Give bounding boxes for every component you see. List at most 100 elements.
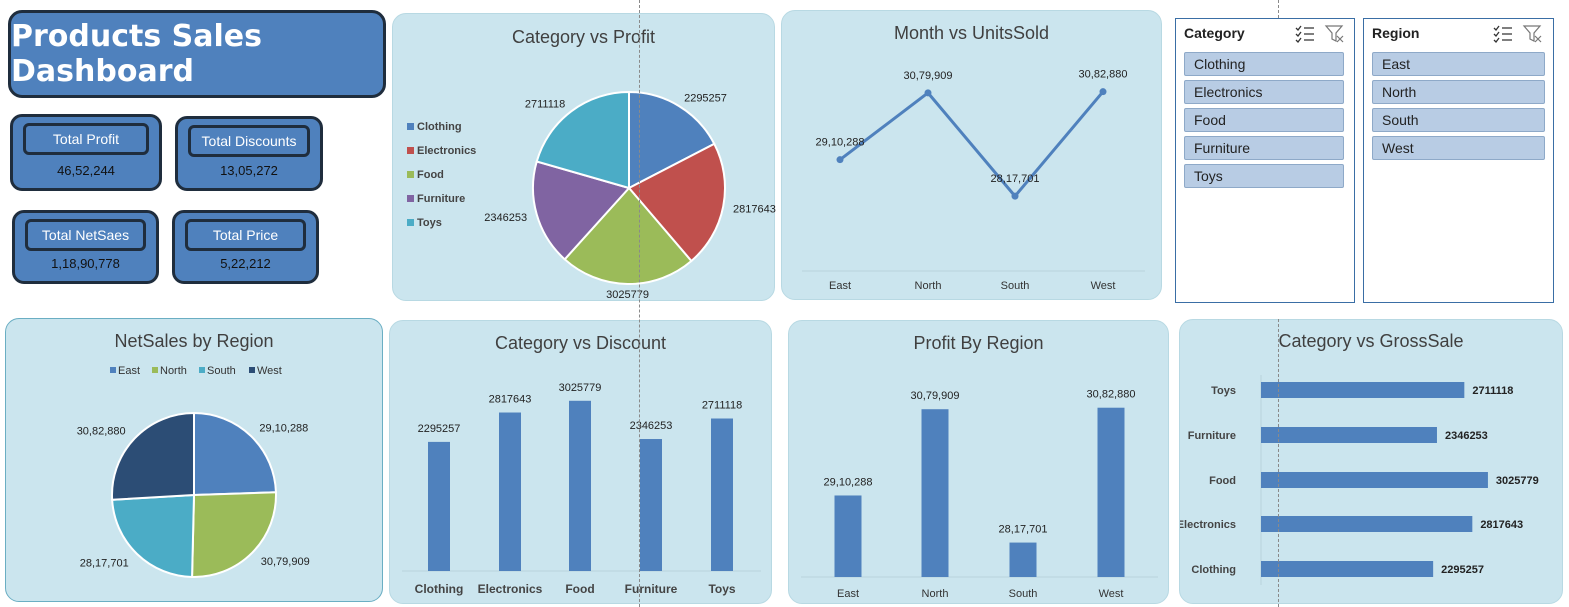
slicer-title: Category xyxy=(1184,25,1245,41)
chart-title: Category vs GrossSale xyxy=(1278,331,1464,351)
kpi-value: 1,18,90,778 xyxy=(51,256,120,271)
bar xyxy=(428,441,450,571)
legend-swatch xyxy=(110,367,116,373)
data-label: 2295257 xyxy=(1441,564,1484,576)
panel-category-vs-profit: Category vs Profit 2295257 2817643 3025779… xyxy=(392,13,776,301)
data-label: 2711118 xyxy=(702,399,742,411)
bar xyxy=(1097,407,1125,577)
kpi-label: Total Price xyxy=(185,219,306,251)
data-label: 2817643 xyxy=(733,203,776,215)
slicer-item-food[interactable]: Food xyxy=(1184,108,1344,132)
slicer-item-electronics[interactable]: Electronics xyxy=(1184,80,1344,104)
legend-label: Toys xyxy=(417,217,442,229)
pie-slice-north xyxy=(191,491,277,578)
multi-select-icon[interactable] xyxy=(1294,23,1316,45)
bar xyxy=(711,418,733,571)
month-vs-unitssold-chart: 29,10,288 East 30,79,909 North 28,17,701 Sout… xyxy=(802,69,1145,292)
slicer-item-east[interactable]: East xyxy=(1372,52,1545,76)
profit-by-region-chart: 29,10,288 30,79,909 28,17,701 30,82,880 East… xyxy=(801,389,1158,600)
x-tick-label: South xyxy=(1001,280,1030,292)
multi-select-icon[interactable] xyxy=(1492,23,1514,45)
bar xyxy=(1261,561,1434,577)
pie-slice-clothing xyxy=(628,90,716,190)
data-label: 30,82,880 xyxy=(1079,69,1128,81)
bar xyxy=(499,412,521,571)
kpi-total-netsales: Total NetSaes 1,18,90,778 xyxy=(12,210,159,284)
y-tick-label: Electronics xyxy=(1180,519,1236,531)
slicer-title: Region xyxy=(1372,25,1420,41)
chart-title: Profit By Region xyxy=(913,333,1044,353)
pie-slice-furniture xyxy=(532,160,631,261)
dashboard-title: Products Sales Dashboard xyxy=(11,19,262,89)
x-tick-label: North xyxy=(915,280,942,292)
page-break-line xyxy=(1278,0,1279,18)
y-tick-label: Toys xyxy=(1211,385,1236,397)
data-label: 2346253 xyxy=(484,212,527,224)
panel-category-vs-grosssale: Category vs GrossSale 2711118 Toys 2346253… xyxy=(1179,319,1563,604)
page-break-line xyxy=(1278,319,1279,607)
category-slicer[interactable]: Category Clothing Electronics Food Furni… xyxy=(1175,18,1355,303)
kpi-value: 5,22,212 xyxy=(220,256,271,271)
data-label: 30,79,909 xyxy=(904,70,953,82)
clear-filter-icon[interactable] xyxy=(1324,23,1346,45)
data-label: 28,17,701 xyxy=(80,558,129,570)
slicer-item-west[interactable]: West xyxy=(1372,136,1545,160)
legend-swatch xyxy=(407,147,414,154)
slicer-item-south[interactable]: South xyxy=(1372,108,1545,132)
line-point xyxy=(1099,88,1107,96)
category-vs-grosssale-chart: 2711118 Toys 2346253 Furniture 3025779 Food 28… xyxy=(1180,375,1539,585)
category-vs-discount-chart: 2295257 2817643 3025779 2346253 2711118 Cloth… xyxy=(402,382,761,596)
data-label: 2346253 xyxy=(1445,430,1488,442)
category-vs-profit-chart: 2295257 2817643 3025779 2346253 2711118 Cloth… xyxy=(407,90,776,301)
y-tick-label: Furniture xyxy=(1188,430,1236,442)
x-tick-label: West xyxy=(1099,588,1124,600)
page-break-line xyxy=(639,0,640,607)
chart-title: Month vs UnitsSold xyxy=(893,23,1050,43)
data-label: 29,10,288 xyxy=(824,476,873,488)
x-tick-label: Food xyxy=(565,582,594,596)
kpi-label: Total Discounts xyxy=(188,125,310,157)
y-tick-label: Clothing xyxy=(1191,564,1236,576)
y-tick-label: Food xyxy=(1209,475,1236,487)
kpi-label: Total NetSaes xyxy=(25,219,146,251)
legend-label: West xyxy=(257,365,282,377)
x-tick-label: East xyxy=(829,280,851,292)
slicer-item-toys[interactable]: Toys xyxy=(1184,164,1344,188)
bar xyxy=(834,495,862,577)
data-label: 3025779 xyxy=(559,382,602,394)
line-point xyxy=(836,156,844,164)
legend-swatch xyxy=(407,195,414,202)
x-tick-label: Toys xyxy=(708,582,735,596)
legend-swatch xyxy=(199,367,205,373)
series-line xyxy=(839,90,1105,199)
data-label: 2346253 xyxy=(630,420,673,432)
kpi-total-price: Total Price 5,22,212 xyxy=(172,210,319,284)
region-slicer[interactable]: Region East North South West xyxy=(1363,18,1554,303)
x-tick-label: Clothing xyxy=(415,582,464,596)
clear-filter-icon[interactable] xyxy=(1522,23,1544,45)
kpi-value: 46,52,244 xyxy=(57,163,115,178)
x-tick-label: West xyxy=(1091,280,1116,292)
x-tick-label: North xyxy=(922,588,949,600)
slicer-item-clothing[interactable]: Clothing xyxy=(1184,52,1344,76)
legend-label: Food xyxy=(417,169,444,181)
slicer-item-furniture[interactable]: Furniture xyxy=(1184,136,1344,160)
x-tick-label: Electronics xyxy=(478,582,543,596)
kpi-value: 13,05,272 xyxy=(220,163,278,178)
legend-swatch xyxy=(249,367,255,373)
legend-swatch xyxy=(407,123,414,130)
pie-slice-food xyxy=(563,186,693,285)
data-label: 2711118 xyxy=(1472,385,1513,397)
x-tick-label: South xyxy=(1009,588,1038,600)
panel-category-vs-discount: Category vs Discount 2295257 2817643 30257… xyxy=(389,320,772,604)
slicer-item-north[interactable]: North xyxy=(1372,80,1545,104)
data-label: 30,79,909 xyxy=(261,556,310,568)
data-label: 2817643 xyxy=(489,394,532,406)
data-label: 3025779 xyxy=(1496,475,1539,487)
pie-slice-west xyxy=(111,411,195,501)
bar xyxy=(1009,542,1037,577)
dashboard-title-box: Products Sales Dashboard xyxy=(8,10,386,98)
x-tick-label: East xyxy=(837,588,859,600)
chart-title: Category vs Discount xyxy=(494,333,667,353)
legend-label: South xyxy=(207,365,236,377)
